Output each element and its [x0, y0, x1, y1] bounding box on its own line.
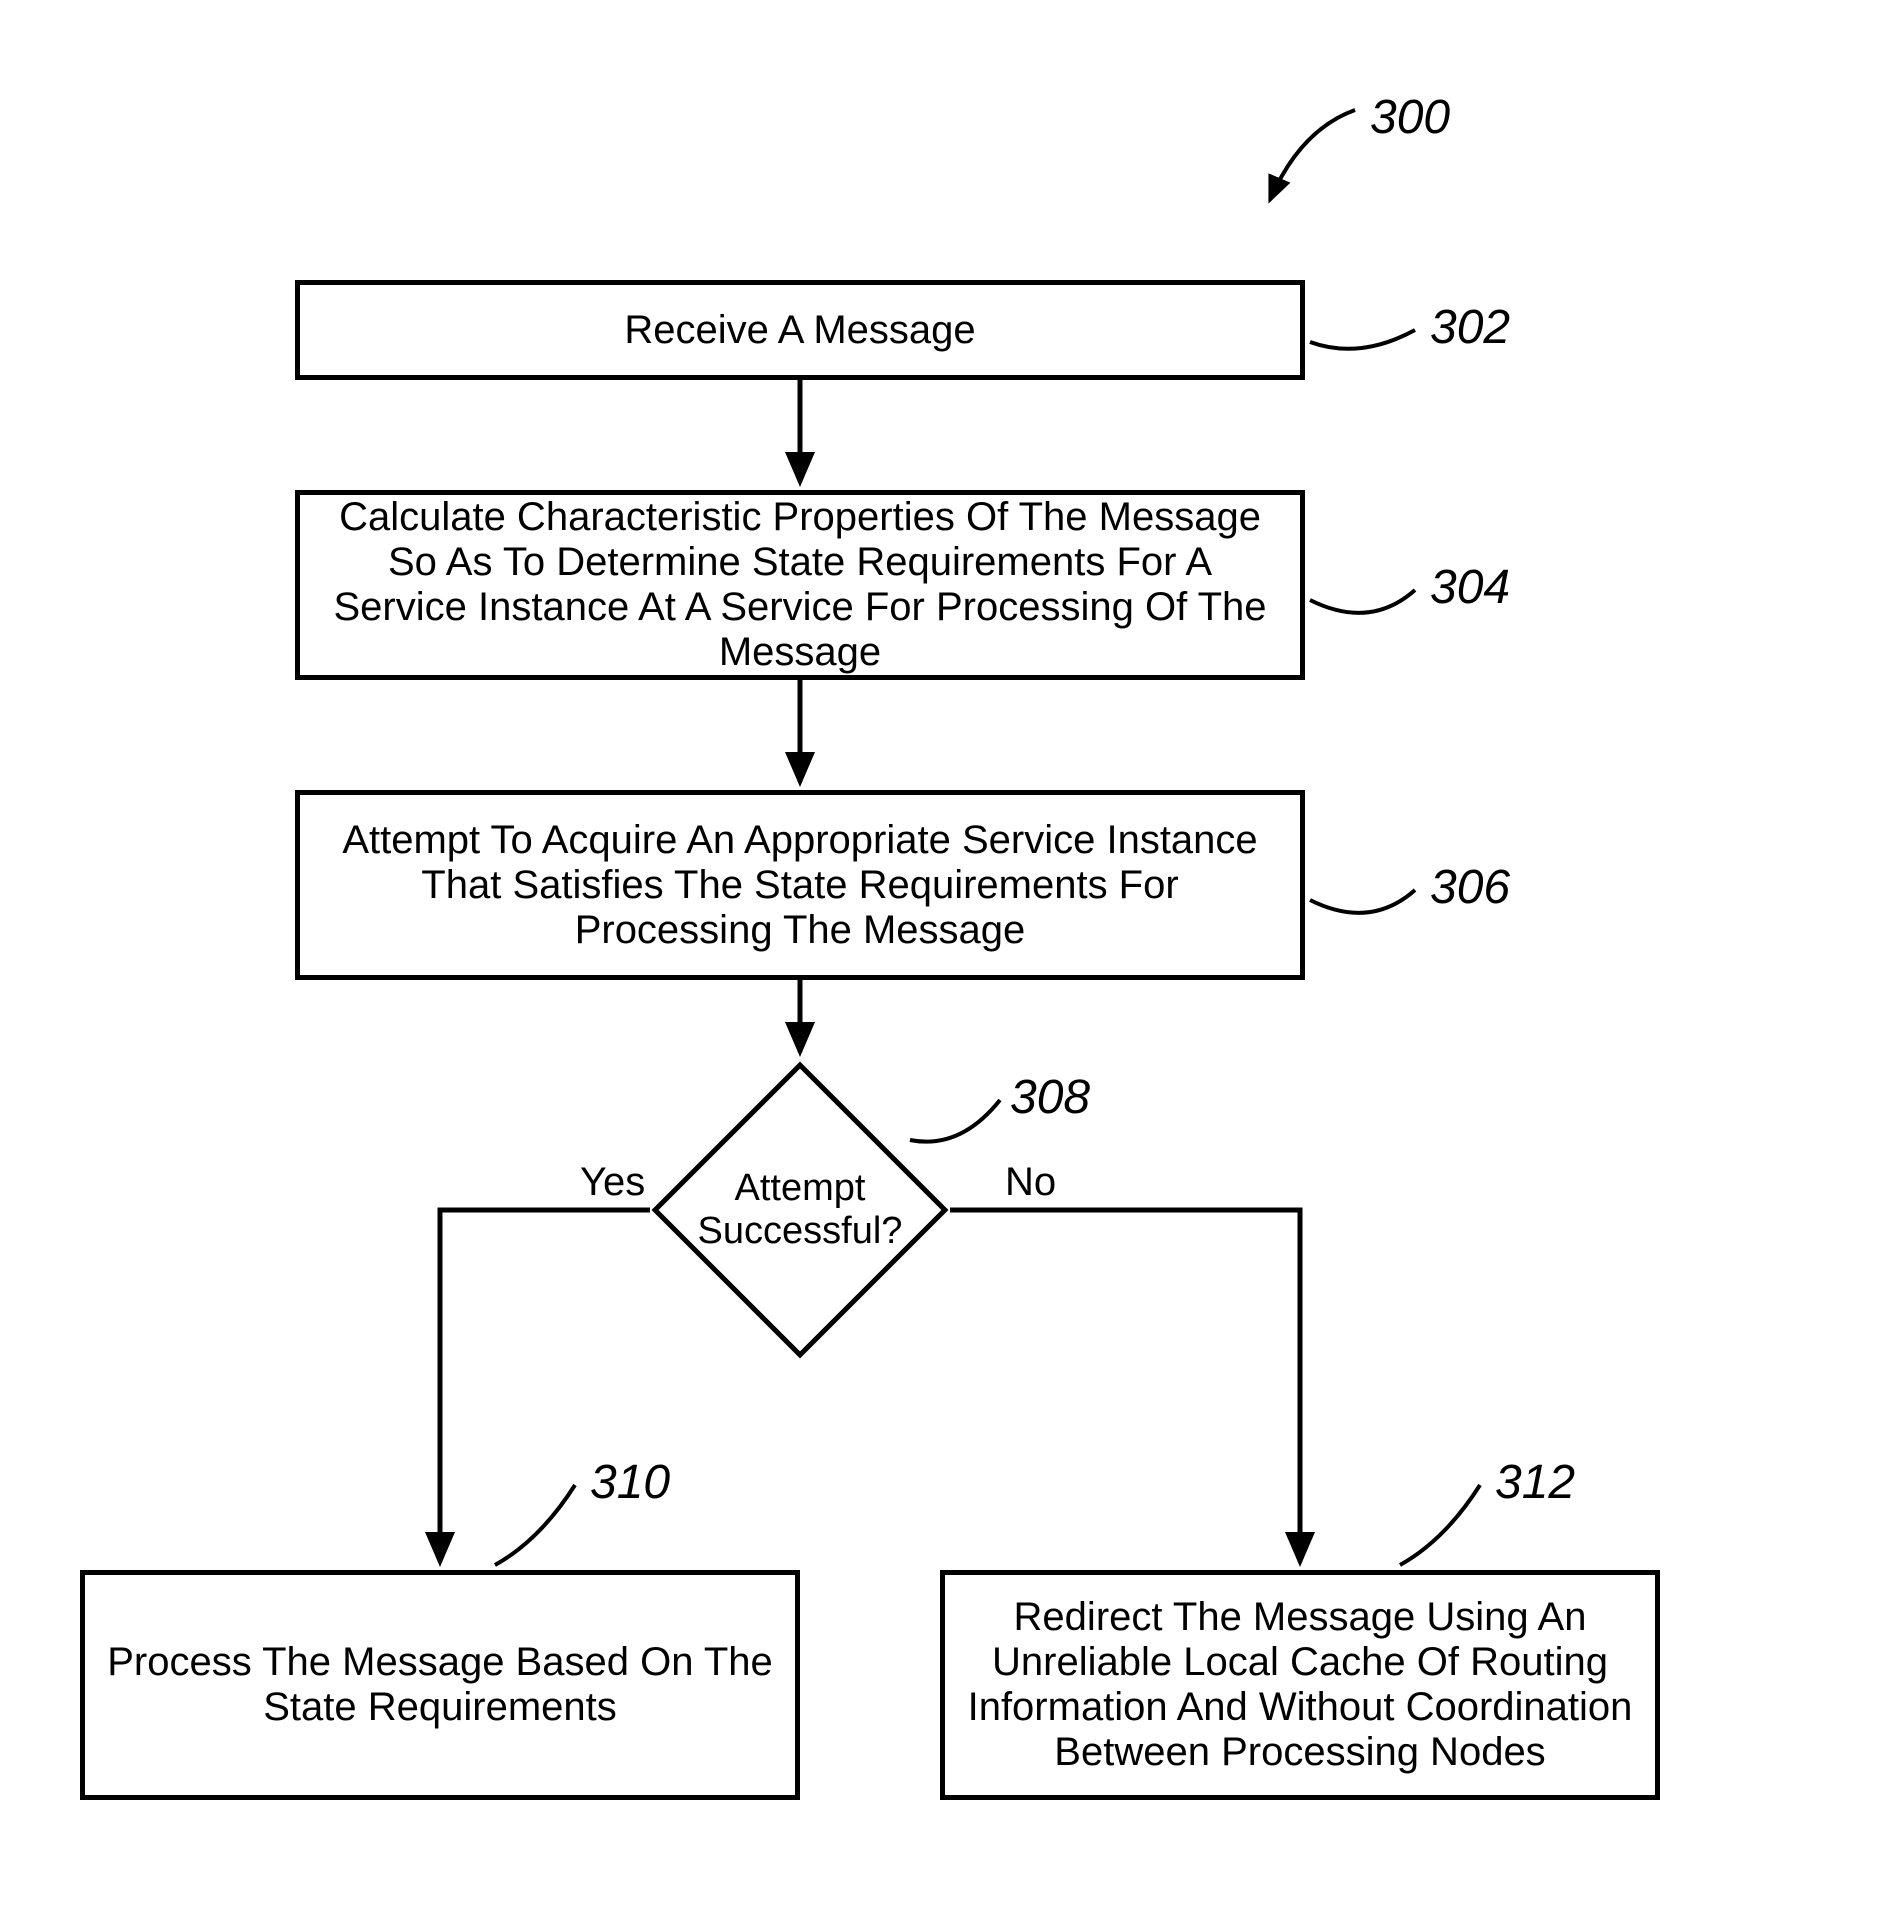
decision-attempt-successful: Attempt Successful?: [695, 1105, 905, 1315]
node-text: Calculate Characteristic Properties Of T…: [320, 495, 1280, 675]
edge-label-no: No: [1005, 1160, 1056, 1205]
leader-304: [1310, 590, 1415, 613]
leader-306: [1310, 890, 1415, 913]
node-text: Attempt Successful?: [695, 1167, 905, 1253]
node-redirect-message: Redirect The Message Using An Unreliable…: [940, 1570, 1660, 1800]
node-text: Process The Message Based On The State R…: [105, 1640, 775, 1730]
ref-306: 306: [1430, 860, 1510, 915]
ref-300: 300: [1370, 90, 1450, 145]
leader-302: [1310, 330, 1415, 349]
node-attempt-acquire: Attempt To Acquire An Appropriate Servic…: [295, 790, 1305, 980]
node-text: Redirect The Message Using An Unreliable…: [965, 1595, 1635, 1775]
edge-label-yes: Yes: [580, 1160, 645, 1205]
ref-312: 312: [1495, 1455, 1575, 1510]
ref-304: 304: [1430, 560, 1510, 615]
node-text: Receive A Message: [624, 308, 975, 353]
edge-no: [950, 1210, 1300, 1562]
leader-312: [1400, 1485, 1480, 1565]
diamond-text-wrap: Attempt Successful?: [695, 1105, 905, 1315]
leader-310: [495, 1485, 575, 1565]
leader-300: [1270, 110, 1355, 200]
node-text: Attempt To Acquire An Appropriate Servic…: [320, 818, 1280, 953]
node-process-message: Process The Message Based On The State R…: [80, 1570, 800, 1800]
node-calculate-properties: Calculate Characteristic Properties Of T…: [295, 490, 1305, 680]
leader-308: [910, 1100, 1000, 1142]
ref-302: 302: [1430, 300, 1510, 355]
ref-310: 310: [590, 1455, 670, 1510]
ref-308: 308: [1010, 1070, 1090, 1125]
node-receive-message: Receive A Message: [295, 280, 1305, 380]
